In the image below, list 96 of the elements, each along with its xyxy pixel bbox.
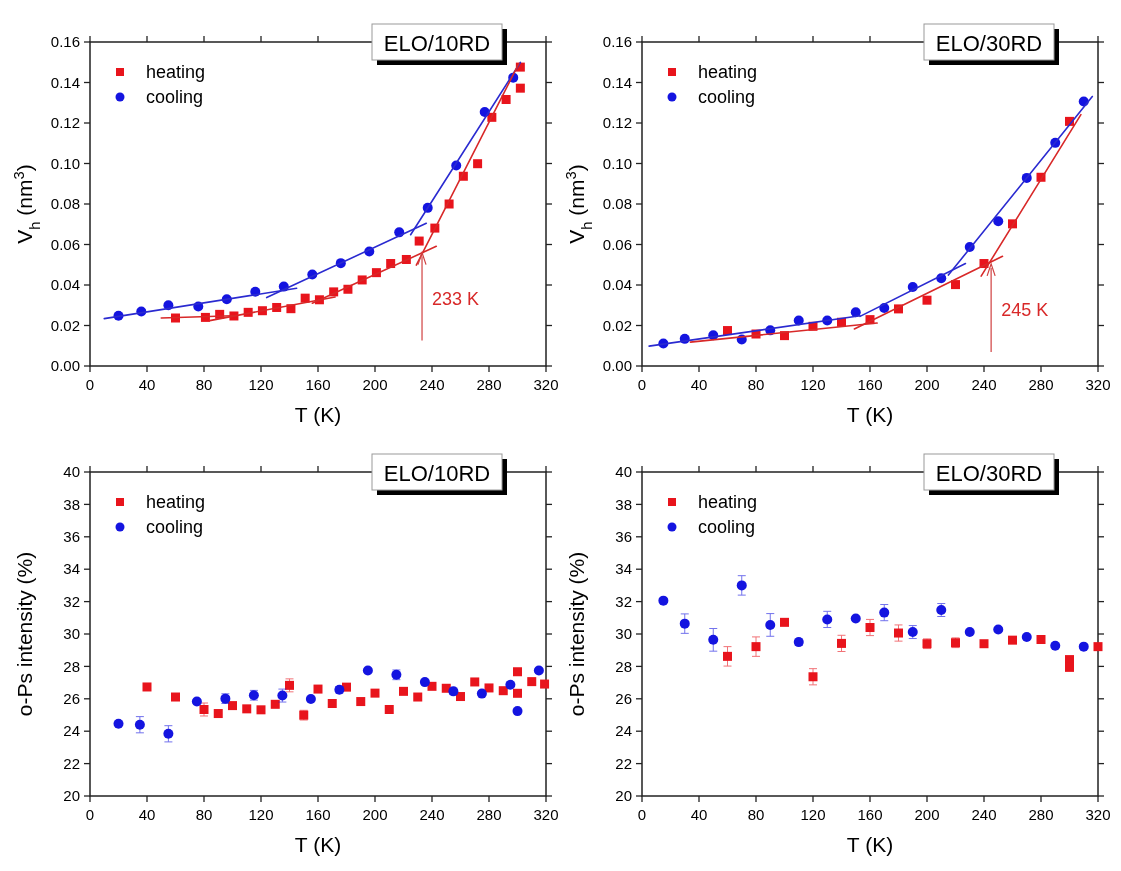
x-axis-title: T (K) [846, 833, 894, 856]
y-tick-label: 38 [63, 495, 80, 513]
y-tick-label: 28 [615, 657, 632, 675]
x-tick-label: 40 [690, 376, 708, 393]
legend-label: cooling [146, 87, 204, 108]
x-tick-label: 280 [476, 376, 502, 393]
x-tick-label: 80 [195, 806, 213, 823]
x-tick-label: 120 [248, 376, 274, 393]
y-tick-label: 28 [63, 657, 80, 675]
x-tick-label: 280 [1028, 806, 1054, 823]
y-tick-label: 22 [63, 754, 80, 772]
y-tick-label: 36 [615, 528, 632, 546]
y-tick-label: 30 [615, 625, 632, 643]
x-tick-label: 0 [637, 806, 647, 823]
x-tick-label: 200 [914, 806, 940, 823]
y-tick-label: 0.06 [602, 235, 632, 253]
x-tick-label: 160 [305, 376, 331, 393]
legend-label: cooling [698, 517, 756, 538]
x-tick-label: 160 [305, 806, 331, 823]
annotation: 233 K [432, 288, 480, 309]
y-tick-label: 26 [615, 690, 632, 708]
x-tick-label: 320 [1085, 806, 1111, 823]
y-tick-label: 0.12 [50, 114, 80, 132]
x-tick-label: 320 [1085, 376, 1111, 393]
x-tick-label: 0 [637, 376, 647, 393]
x-tick-label: 160 [857, 376, 883, 393]
y-tick-label: 32 [615, 592, 632, 610]
chart-title: ELO/30RD [935, 460, 1043, 486]
x-tick-label: 280 [476, 806, 502, 823]
x-tick-label: 120 [800, 376, 826, 393]
x-tick-label: 240 [419, 806, 445, 823]
x-tick-label: 120 [800, 806, 826, 823]
y-tick-label: 0.16 [50, 33, 80, 51]
y-axis-title: o-Ps intensity (%) [13, 551, 36, 717]
y-tick-label: 24 [615, 722, 632, 740]
x-tick-label: 200 [362, 376, 388, 393]
y-tick-label: 20 [615, 787, 632, 805]
y-tick-label: 24 [63, 722, 80, 740]
y-tick-label: 34 [63, 560, 80, 578]
y-tick-label: 0.02 [50, 316, 80, 334]
x-tick-label: 320 [533, 806, 559, 823]
y-tick-label: 0.16 [602, 33, 632, 51]
y-tick-label: 0.08 [50, 195, 80, 213]
y-tick-label: 38 [615, 495, 632, 513]
chart-title: ELO/10RD [383, 30, 491, 56]
chart-title: ELO/10RD [383, 460, 491, 486]
legend-label: heating [146, 62, 206, 83]
y-tick-label: 36 [63, 528, 80, 546]
x-tick-label: 240 [971, 376, 997, 393]
x-tick-label: 240 [971, 806, 997, 823]
y-tick-label: 0.00 [50, 357, 80, 375]
x-tick-label: 80 [747, 806, 765, 823]
y-tick-label: 20 [63, 787, 80, 805]
x-tick-label: 40 [138, 376, 156, 393]
y-tick-label: 32 [63, 592, 80, 610]
y-tick-label: 0.14 [50, 73, 80, 91]
x-tick-label: 80 [195, 376, 213, 393]
y-tick-label: 22 [615, 754, 632, 772]
legend-label: cooling [146, 517, 204, 538]
x-tick-label: 80 [747, 376, 765, 393]
y-tick-label: 0.08 [602, 195, 632, 213]
x-tick-label: 280 [1028, 376, 1054, 393]
x-tick-label: 0 [85, 806, 95, 823]
x-tick-label: 200 [914, 376, 940, 393]
x-tick-label: 40 [138, 806, 156, 823]
x-tick-label: 40 [690, 806, 708, 823]
y-tick-label: 0.02 [602, 316, 632, 334]
legend-label: cooling [698, 87, 756, 108]
y-tick-label: 34 [615, 560, 632, 578]
x-axis-title: T (K) [294, 403, 342, 426]
y-axis-title: o-Ps intensity (%) [565, 551, 588, 717]
y-tick-label: 0.00 [602, 357, 632, 375]
legend-label: heating [698, 62, 758, 83]
y-tick-label: 0.14 [602, 73, 632, 91]
x-tick-label: 120 [248, 806, 274, 823]
y-tick-label: 0.04 [50, 276, 80, 294]
x-axis-title: T (K) [294, 833, 342, 856]
chart-title: ELO/30RD [935, 30, 1043, 56]
x-tick-label: 160 [857, 806, 883, 823]
y-tick-label: 0.04 [602, 276, 632, 294]
y-tick-label: 40 [615, 463, 632, 481]
x-tick-label: 0 [85, 376, 95, 393]
y-tick-label: 26 [63, 690, 80, 708]
x-tick-label: 200 [362, 806, 388, 823]
x-tick-label: 240 [419, 376, 445, 393]
legend-label: heating [698, 492, 758, 513]
y-tick-label: 0.12 [602, 114, 632, 132]
y-tick-label: 0.10 [50, 154, 80, 172]
legend-label: heating [146, 492, 206, 513]
x-tick-label: 320 [533, 376, 559, 393]
y-tick-label: 40 [63, 463, 80, 481]
x-axis-title: T (K) [846, 403, 894, 426]
y-tick-label: 30 [63, 625, 80, 643]
annotation: 245 K [1001, 299, 1049, 320]
y-tick-label: 0.10 [602, 154, 632, 172]
y-tick-label: 0.06 [50, 235, 80, 253]
